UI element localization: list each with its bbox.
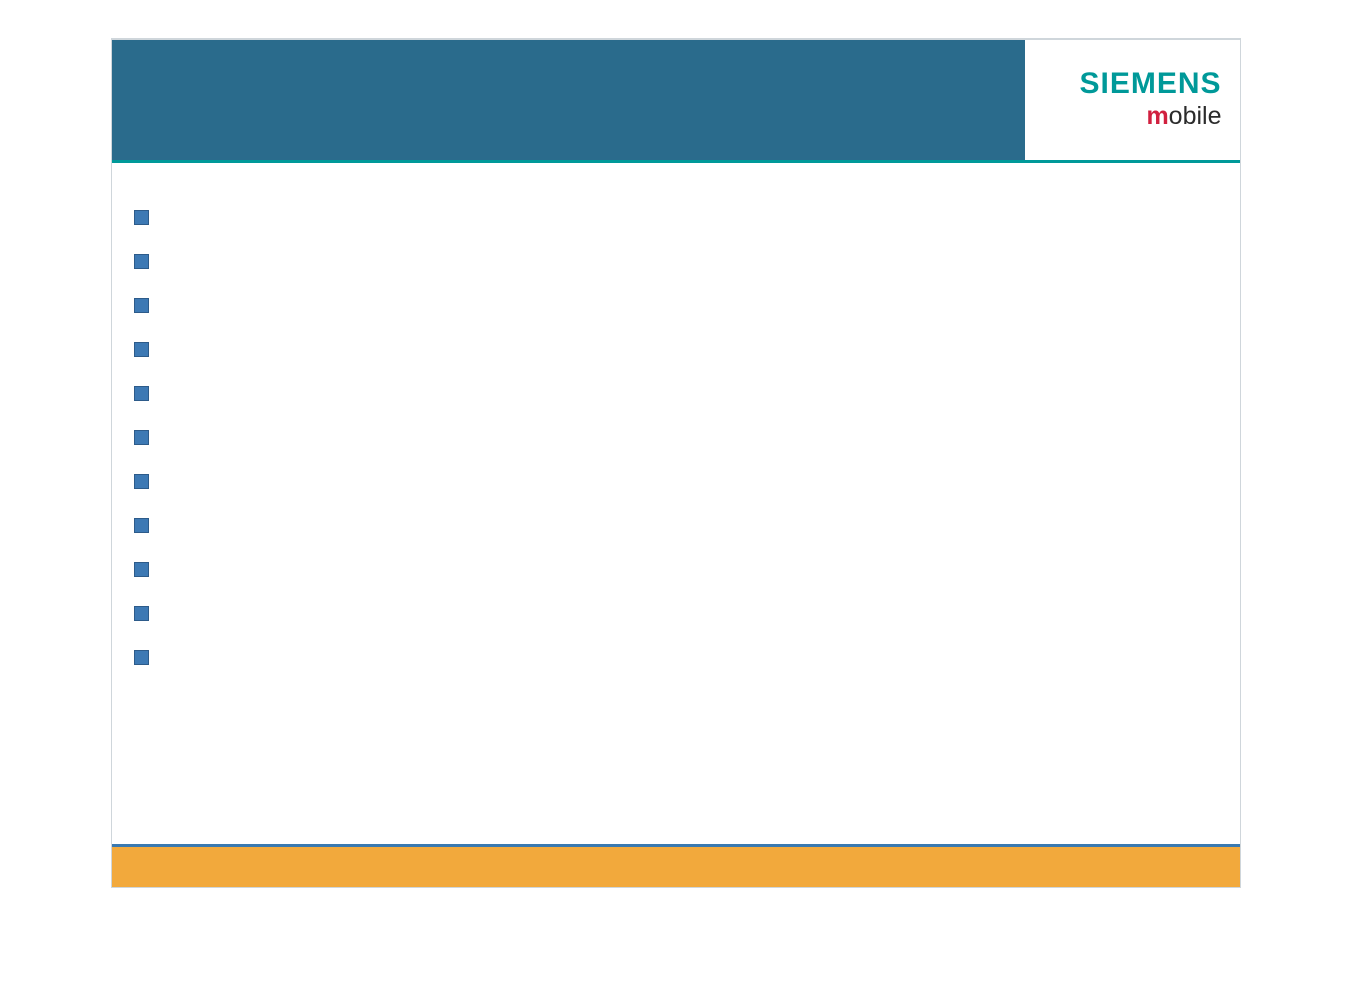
bullet-item: [134, 239, 1240, 283]
bullet-item: [134, 591, 1240, 635]
bullet-item: [134, 371, 1240, 415]
square-bullet-icon: [134, 562, 149, 577]
square-bullet-icon: [134, 254, 149, 269]
logo-mobile-rest: obile: [1169, 102, 1222, 130]
square-bullet-icon: [134, 298, 149, 313]
bullet-item: [134, 327, 1240, 371]
square-bullet-icon: [134, 518, 149, 533]
square-bullet-icon: [134, 342, 149, 357]
slide-header: SIEMENS mobile: [112, 40, 1240, 160]
bullet-item: [134, 635, 1240, 679]
bullet-item: [134, 503, 1240, 547]
bullet-item: [134, 195, 1240, 239]
header-underline: [112, 160, 1240, 163]
bullet-item: [134, 459, 1240, 503]
logo-siemens-text: SIEMENS: [1079, 69, 1221, 99]
square-bullet-icon: [134, 606, 149, 621]
slide: SIEMENS mobile: [111, 38, 1241, 888]
title-bar: [112, 40, 1025, 160]
footer-bar: [112, 844, 1240, 887]
bullet-list: [134, 195, 1240, 679]
logo-m-letter: m: [1146, 102, 1168, 130]
square-bullet-icon: [134, 430, 149, 445]
square-bullet-icon: [134, 474, 149, 489]
square-bullet-icon: [134, 210, 149, 225]
bullet-item: [134, 283, 1240, 327]
logo-box: SIEMENS mobile: [1025, 40, 1240, 160]
square-bullet-icon: [134, 650, 149, 665]
logo-mobile-text: mobile: [1146, 101, 1221, 131]
square-bullet-icon: [134, 386, 149, 401]
slide-body: [112, 195, 1240, 839]
bullet-item: [134, 547, 1240, 591]
bullet-item: [134, 415, 1240, 459]
